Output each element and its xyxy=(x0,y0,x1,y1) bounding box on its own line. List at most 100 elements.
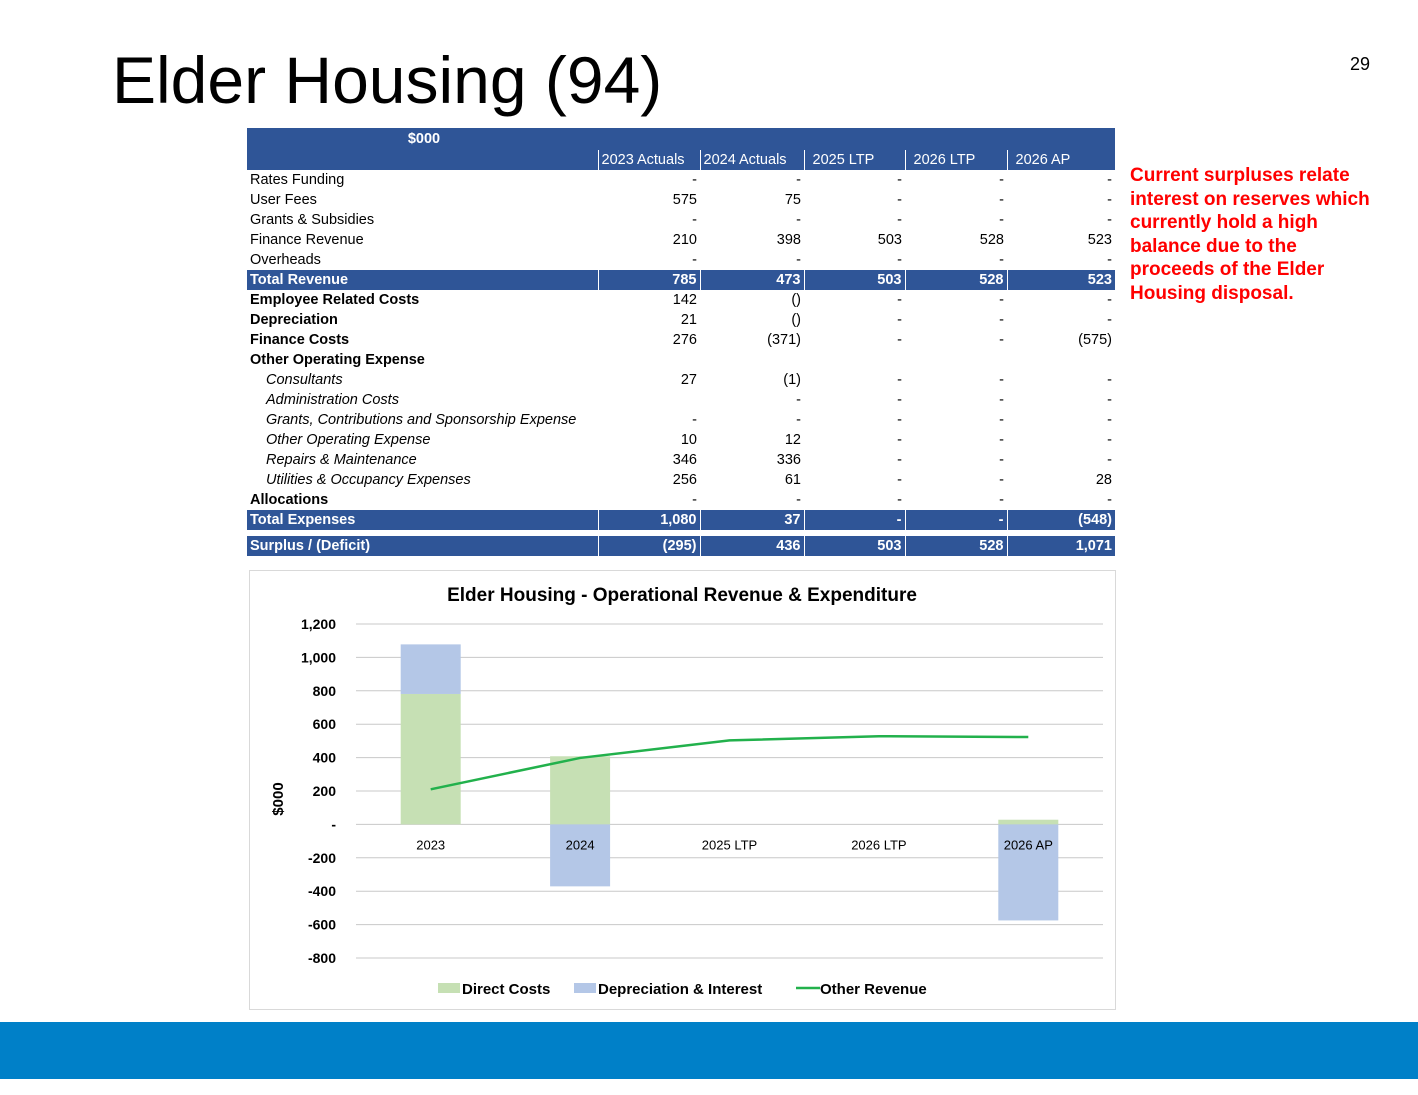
row-label: Overheads xyxy=(250,252,321,268)
cell: 575 xyxy=(672,192,697,208)
cell: - xyxy=(999,432,1004,448)
bar-depreciation-interest xyxy=(550,824,611,887)
row-label: Grants & Subsidies xyxy=(250,212,375,228)
cell: 12 xyxy=(784,432,801,448)
table-row: Utilities & Occupancy Expenses 256 61 - … xyxy=(247,470,1115,490)
y-tick-label: -600 xyxy=(308,917,336,933)
cell: 503 xyxy=(803,270,905,290)
row-label: Grants, Contributions and Sponsorship Ex… xyxy=(266,412,577,428)
cell: - xyxy=(897,372,902,388)
cell: - xyxy=(999,392,1004,408)
cell xyxy=(700,350,804,370)
cell: - xyxy=(999,452,1004,468)
bar-depreciation-interest xyxy=(998,824,1059,921)
cell: - xyxy=(999,212,1004,228)
cell: 528 xyxy=(979,232,1004,248)
table-row: Administration Costs - - - - xyxy=(247,390,1115,410)
cell: 21 xyxy=(680,312,697,328)
y-axis-label: $000 xyxy=(270,782,287,815)
total-expenses-row: Total Expenses 1,080 37 - - (548) xyxy=(247,510,1115,530)
cell: - xyxy=(999,492,1004,508)
cell: - xyxy=(692,492,697,508)
cell: - xyxy=(999,372,1004,388)
cell: 503 xyxy=(877,232,902,248)
cell: - xyxy=(897,472,902,488)
cell xyxy=(804,350,905,370)
row-label: Surplus / (Deficit) xyxy=(247,536,598,556)
cell: - xyxy=(692,212,697,228)
cell: - xyxy=(1107,192,1112,208)
cell: 28 xyxy=(1095,472,1112,488)
col-header-2026-ap: 2026 AP xyxy=(1006,150,1115,170)
y-tick-label: - xyxy=(331,816,336,832)
col-header-2025-ltp: 2025 LTP xyxy=(803,150,905,170)
table-row: Overheads - - - - - xyxy=(247,250,1115,270)
cell: - xyxy=(999,312,1004,328)
table-row: Allocations - - - - - xyxy=(247,490,1115,510)
cell: - xyxy=(1107,372,1112,388)
y-tick-label: 200 xyxy=(313,783,337,799)
cell: 142 xyxy=(672,292,697,308)
legend-label: Direct Costs xyxy=(462,981,550,998)
row-label: User Fees xyxy=(250,192,317,208)
cell: 503 xyxy=(803,536,905,556)
cell: - xyxy=(1107,212,1112,228)
legend-label: Other Revenue xyxy=(820,981,927,998)
cell xyxy=(598,390,700,410)
cell: - xyxy=(999,292,1004,308)
commentary-note: Current surpluses relate interest on res… xyxy=(1130,165,1370,304)
chart-panel: Elder Housing - Operational Revenue & Ex… xyxy=(249,570,1116,1010)
x-tick-label: 2023 xyxy=(416,837,445,852)
y-tick-label: 1,000 xyxy=(301,649,336,665)
cell: - xyxy=(904,510,1007,530)
cell: - xyxy=(803,510,905,530)
blank-header-cell xyxy=(247,150,598,170)
cell: - xyxy=(1107,312,1112,328)
row-label: Repairs & Maintenance xyxy=(266,452,417,468)
cell: - xyxy=(1107,252,1112,268)
x-tick-label: 2026 LTP xyxy=(851,837,906,852)
cell: 785 xyxy=(597,270,700,290)
cell: - xyxy=(692,172,697,188)
cell: (295) xyxy=(597,536,700,556)
row-label: Other Operating Expense xyxy=(250,352,425,368)
cell: - xyxy=(999,472,1004,488)
cell: - xyxy=(897,172,902,188)
cell: (575) xyxy=(1078,332,1112,348)
table-row: Grants, Contributions and Sponsorship Ex… xyxy=(247,410,1115,430)
cell: 37 xyxy=(699,510,804,530)
cell: 276 xyxy=(672,332,697,348)
row-label: Finance Costs xyxy=(250,332,350,348)
cell: 1,071 xyxy=(1006,536,1115,556)
cell xyxy=(1007,350,1115,370)
cell: - xyxy=(897,452,902,468)
cell: (548) xyxy=(1006,510,1115,530)
cell xyxy=(598,350,700,370)
legend-swatch xyxy=(574,983,596,993)
surplus-deficit-row: Surplus / (Deficit) (295) 436 503 528 1,… xyxy=(247,536,1115,556)
cell: 523 xyxy=(1006,270,1115,290)
cell: - xyxy=(796,172,801,188)
table-row: Finance Revenue 210 398 503 528 523 xyxy=(247,230,1115,250)
cell: () xyxy=(791,312,801,328)
x-tick-label: 2025 LTP xyxy=(702,837,757,852)
cell: - xyxy=(796,412,801,428)
y-tick-label: 1,200 xyxy=(301,616,336,632)
total-revenue-row: Total Revenue 785 473 503 528 523 xyxy=(247,270,1115,290)
cell: 436 xyxy=(699,536,804,556)
y-tick-label: -400 xyxy=(308,883,336,899)
y-tick-label: 400 xyxy=(313,750,337,766)
cell: - xyxy=(897,412,902,428)
cell: (1) xyxy=(783,372,801,388)
cell: - xyxy=(897,392,902,408)
slide-title: Elder Housing (94) xyxy=(112,43,663,117)
cell: - xyxy=(897,332,902,348)
col-header-2024-actuals: 2024 Actuals xyxy=(699,150,804,170)
cell: 210 xyxy=(672,232,697,248)
table-row: Rates Funding - - - - - xyxy=(247,170,1115,190)
x-tick-label: 2024 xyxy=(566,837,595,852)
operational-chart: Elder Housing - Operational Revenue & Ex… xyxy=(270,585,1103,998)
cell: - xyxy=(897,212,902,228)
cell: 27 xyxy=(680,372,697,388)
bar-direct-costs xyxy=(550,756,611,825)
